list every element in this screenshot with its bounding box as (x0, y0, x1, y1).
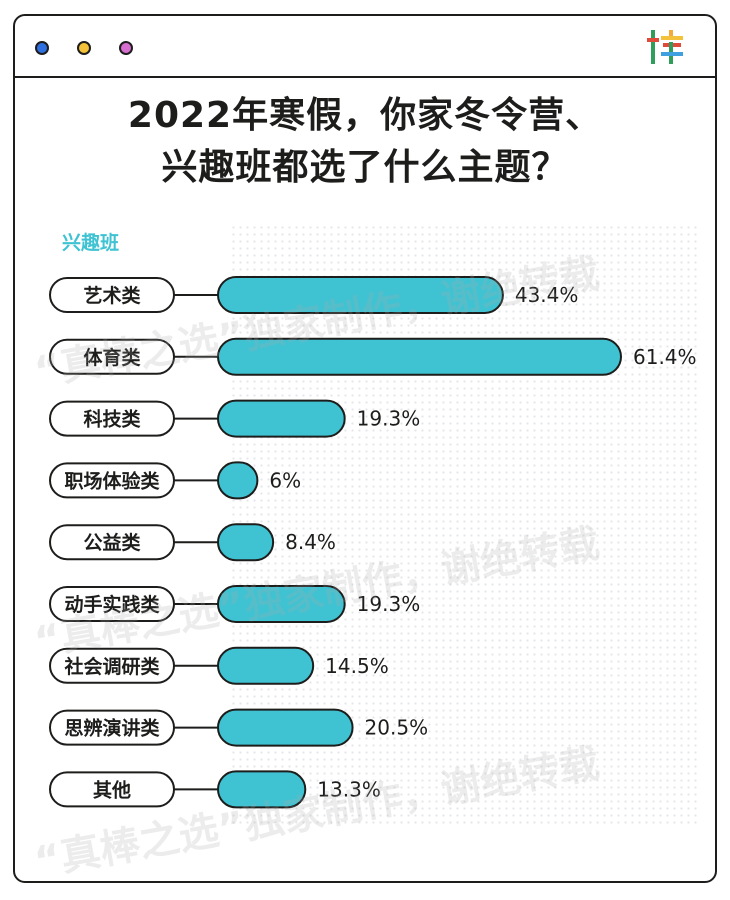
bar-row: 其他 13.3% (49, 770, 381, 809)
bar (217, 646, 315, 685)
bar (217, 399, 346, 438)
bar-row: 公益类 8.4% (49, 523, 336, 562)
bar (217, 708, 354, 747)
bar (217, 770, 307, 809)
value-label: 6% (269, 468, 301, 492)
value-label: 43.4% (515, 283, 579, 307)
value-label: 20.5% (365, 716, 429, 740)
bar-row: 动手实践类 19.3% (49, 585, 421, 623)
chart-title: 2022年寒假，你家冬令营、 兴趣班都选了什么主题？ (0, 90, 730, 194)
window-dot-pink (119, 41, 133, 55)
window-dot-yellow (77, 41, 91, 55)
chart-subtitle: 兴趣班 (62, 232, 120, 254)
category-label: 艺术类 (83, 284, 140, 307)
bar-row: 科技类 19.3% (49, 399, 421, 438)
value-label: 14.5% (325, 654, 389, 678)
value-label: 8.4% (285, 530, 336, 554)
window-titlebar (15, 16, 715, 78)
bar-row: 艺术类 43.4% (49, 276, 579, 314)
category-label: 科技类 (83, 408, 140, 431)
category-label: 职场体验类 (64, 469, 159, 492)
category-label: 动手实践类 (64, 593, 159, 616)
bar-row: 社会调研类 14.5% (49, 646, 389, 685)
bar (217, 523, 275, 562)
title-line-1: 2022年寒假，你家冬令营、 (127, 95, 603, 136)
bar-row: 职场体验类 6% (49, 461, 301, 500)
category-label: 社会调研类 (63, 655, 159, 678)
title-line-2: 兴趣班都选了什么主题？ (161, 147, 569, 188)
value-label: 13.3% (317, 777, 381, 801)
value-label: 19.3% (357, 592, 421, 616)
category-label: 其他 (93, 778, 131, 801)
category-label: 思辨演讲类 (64, 717, 159, 740)
bar-row: 体育类 61.4% (49, 337, 697, 376)
window-dot-blue (35, 41, 49, 55)
value-label: 61.4% (633, 345, 697, 369)
value-label: 19.3% (357, 407, 421, 431)
category-label: 体育类 (83, 346, 140, 369)
category-label: 公益类 (83, 531, 140, 554)
bar (217, 337, 622, 376)
bar (217, 461, 259, 500)
bar-row: 思辨演讲类 20.5% (49, 708, 429, 747)
bang-logo-icon (647, 30, 683, 64)
bar (217, 585, 346, 623)
bar (217, 276, 504, 314)
